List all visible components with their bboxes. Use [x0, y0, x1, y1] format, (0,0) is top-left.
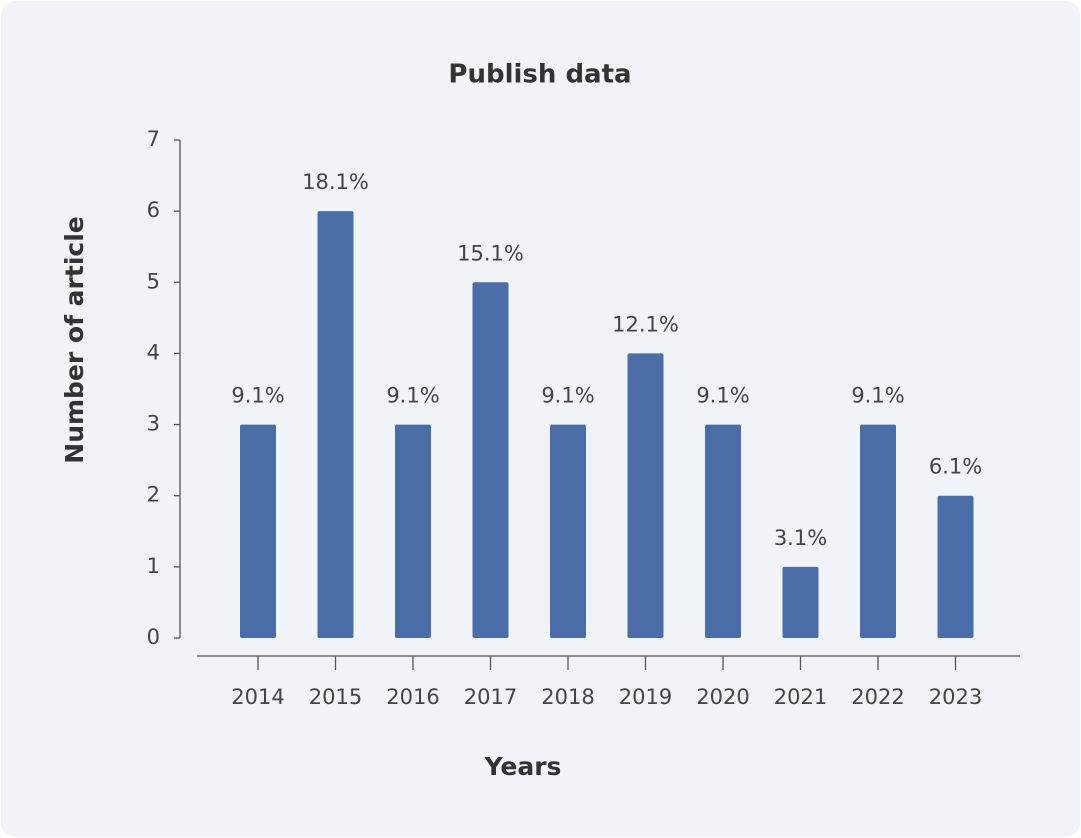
bar: [550, 424, 586, 638]
bar: [317, 211, 354, 638]
y-tick-label: 1: [147, 554, 160, 578]
y-tick-label: 6: [147, 198, 160, 222]
data-label: 9.1%: [851, 384, 904, 408]
y-tick-label: 3: [147, 412, 160, 436]
data-label: 9.1%: [696, 384, 749, 408]
x-tick-label: 2017: [464, 685, 517, 709]
bar: [472, 282, 509, 638]
bar: [240, 424, 276, 638]
y-axis-title: Number of article: [60, 216, 89, 463]
bar: [627, 353, 664, 638]
bar: [705, 424, 741, 638]
data-label: 18.1%: [302, 170, 369, 194]
y-tick-label: 2: [147, 483, 160, 507]
bar: [937, 495, 974, 638]
data-label: 9.1%: [386, 384, 439, 408]
x-axis-title: Years: [484, 752, 562, 781]
y-tick-label: 7: [147, 127, 160, 151]
bar: [860, 424, 896, 638]
data-label: 9.1%: [541, 384, 594, 408]
y-tick-label: 4: [147, 340, 160, 364]
bar: [782, 566, 819, 638]
y-tick-label: 0: [147, 625, 160, 649]
y-tick-label: 5: [147, 269, 160, 293]
data-label: 15.1%: [457, 241, 524, 265]
data-label: 3.1%: [774, 526, 827, 550]
data-label: 9.1%: [231, 384, 284, 408]
x-tick-label: 2023: [929, 685, 982, 709]
x-tick-label: 2016: [386, 685, 439, 709]
data-label: 12.1%: [612, 312, 679, 336]
x-tick-label: 2019: [619, 685, 672, 709]
x-tick-label: 2020: [696, 685, 749, 709]
data-label: 6.1%: [929, 455, 982, 479]
x-tick-label: 2021: [774, 685, 827, 709]
x-tick-label: 2018: [541, 685, 594, 709]
x-tick-label: 2014: [231, 685, 284, 709]
bar: [395, 424, 431, 638]
x-tick-label: 2022: [851, 685, 904, 709]
x-tick-label: 2015: [309, 685, 362, 709]
chart-title: Publish data: [448, 60, 631, 90]
